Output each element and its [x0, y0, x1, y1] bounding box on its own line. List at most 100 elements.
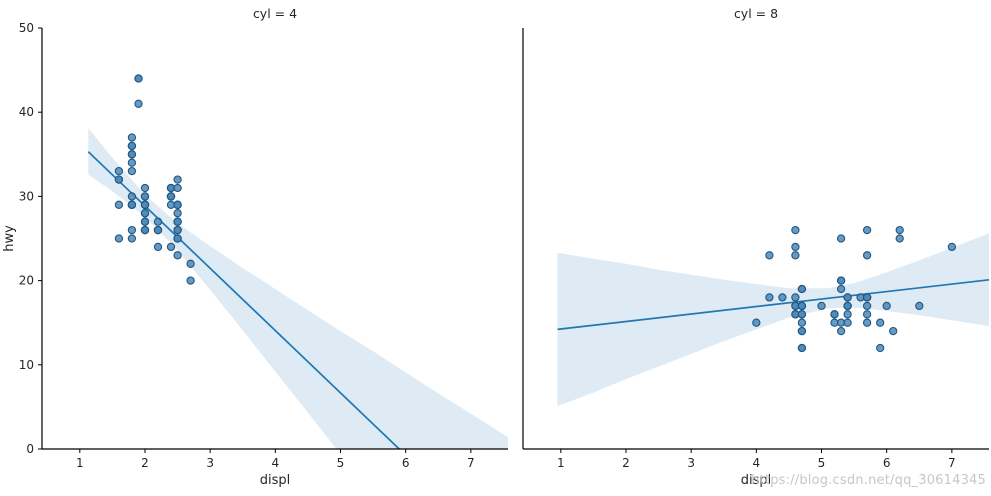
scatter-point	[862, 310, 872, 319]
scatter-point	[862, 301, 872, 311]
scatter-point	[836, 326, 846, 336]
panel-cyl-8: 1 2 3 4 5 6 7 cyl = 8 displ	[515, 0, 991, 496]
scatter-point	[895, 234, 904, 243]
scatter-point	[127, 133, 137, 142]
scatter-point	[836, 234, 846, 243]
scatter-point	[153, 225, 163, 235]
scatter-point	[173, 209, 182, 218]
scatter-point	[862, 318, 872, 327]
scatter-point	[173, 251, 182, 260]
x-tick-label: 4	[753, 456, 761, 470]
scatter-point	[895, 225, 904, 235]
panel-title: cyl = 4	[253, 6, 297, 21]
x-tick-label: 1	[76, 456, 84, 470]
scatter-point	[140, 209, 150, 218]
scatter-point	[797, 343, 807, 353]
x-tick-label: 2	[622, 456, 630, 470]
scatter-point	[843, 293, 852, 302]
confidence-band	[557, 233, 989, 407]
scatter-point	[114, 234, 124, 243]
scatter-point	[127, 192, 137, 201]
scatter-point	[752, 318, 761, 327]
scatter-point	[134, 99, 143, 108]
x-tick-label: 2	[141, 456, 149, 470]
scatter-point	[797, 326, 807, 336]
scatter-point	[186, 259, 195, 268]
scatter-point	[127, 234, 137, 243]
scatter-point	[166, 242, 176, 252]
scatter-point	[778, 293, 787, 302]
scatter-point	[173, 175, 182, 184]
scatter-point	[166, 192, 176, 201]
x-tick-label: 5	[818, 456, 826, 470]
scatter-point	[915, 301, 924, 311]
x-tick-label: 1	[557, 456, 565, 470]
scatter-point	[114, 175, 124, 184]
scatter-point	[797, 301, 807, 311]
x-tick-label: 7	[467, 456, 475, 470]
scatter-point	[140, 192, 150, 201]
scatter-point	[173, 200, 182, 209]
scatter-point	[127, 158, 137, 167]
scatter-point	[153, 242, 163, 252]
scatter-point	[140, 217, 150, 226]
x-tick-label: 6	[402, 456, 410, 470]
confidence-band	[88, 128, 509, 449]
scatter-point	[127, 150, 137, 159]
plot-cyl-4: 1 2 3 4 5 6 7 0 10 20 30 40 50 hwy cyl = 4 displ	[2, 6, 509, 488]
scatter-point	[876, 343, 885, 353]
scatter-point	[862, 293, 872, 302]
scatter-point	[127, 225, 137, 235]
x-tick-label: 6	[883, 456, 891, 470]
scatter-point	[765, 251, 774, 260]
scatter-point	[173, 234, 182, 243]
x-axis-label: displ	[741, 473, 772, 488]
x-tick-label: 3	[206, 456, 214, 470]
scatter-point	[862, 251, 872, 260]
scatter-point	[836, 276, 846, 285]
scatter-point	[843, 318, 852, 327]
x-tick-label: 4	[272, 456, 280, 470]
scatter-point	[765, 293, 774, 302]
scatter-point	[791, 293, 800, 302]
scatter-point	[843, 310, 852, 319]
scatter-point	[797, 310, 807, 319]
scatter-point	[140, 225, 150, 235]
scatter-point	[186, 276, 195, 285]
scatter-point	[114, 166, 124, 176]
scatter-point	[114, 200, 124, 209]
x-tick-label: 5	[337, 456, 345, 470]
x-tick-label: 3	[687, 456, 695, 470]
scatter-point	[173, 183, 182, 193]
regression-line	[557, 278, 990, 331]
scatter-point	[876, 318, 885, 327]
regression-line	[87, 151, 400, 450]
scatter-point	[889, 326, 898, 336]
x-tick-label: 7	[948, 456, 956, 470]
scatter-point	[140, 200, 150, 209]
y-tick-label: 30	[19, 189, 34, 203]
y-tick-label: 50	[19, 21, 34, 35]
y-axis-label: hwy	[2, 225, 17, 252]
plot-cyl-8: 1 2 3 4 5 6 7 cyl = 8 displ	[522, 6, 990, 488]
scatter-point	[947, 242, 957, 252]
scatter-point	[797, 318, 807, 327]
scatter-point	[140, 183, 150, 193]
scatter-point	[173, 217, 182, 226]
scatter-point	[127, 166, 137, 176]
scatter-point	[836, 284, 846, 294]
scatter-point	[127, 141, 137, 151]
scatter-point	[797, 284, 807, 294]
y-tick-label: 40	[19, 105, 34, 119]
scatter-point	[882, 301, 891, 311]
x-axis-label: displ	[260, 473, 291, 488]
scatter-point	[830, 310, 839, 319]
scatter-point	[843, 301, 852, 311]
panel-cyl-4: 1 2 3 4 5 6 7 0 10 20 30 40 50 hwy cyl = 4 displ	[2, 6, 509, 488]
y-tick-label: 20	[19, 274, 34, 288]
scatter-point	[173, 225, 182, 235]
scatter-point	[791, 225, 800, 235]
scatter-point	[791, 251, 800, 260]
scatter-point	[134, 74, 143, 83]
